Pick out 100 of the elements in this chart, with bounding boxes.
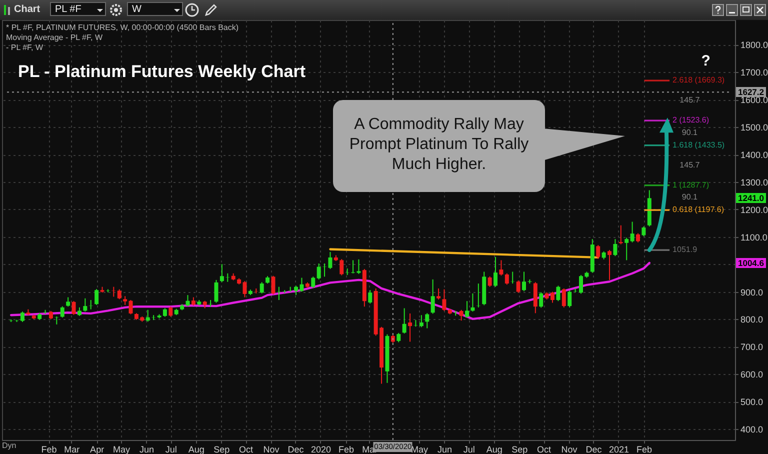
y-tick-label: 600.0 [740,370,764,380]
x-tick-label: Oct [537,444,552,454]
candlestick [504,272,509,286]
ref-line-label: 1627.2 [736,87,766,98]
candlestick [630,221,634,243]
candlestick [72,300,76,316]
y-tick-label: 500.0 [740,397,764,408]
annotation: Moving Average - PL #F, W [6,33,102,42]
y-tick-label: 1600.0 [740,95,768,106]
candlestick [60,306,64,318]
candlestick [494,256,498,288]
candlestick [94,288,99,306]
candlestick [402,308,406,334]
x-tick-label: Sep [512,444,528,454]
x-tick-label: Sep [214,444,230,454]
text: PL - Platinum Futures Weekly Chart [18,62,306,82]
x-tick-label: Mar [64,444,80,454]
candlestick [642,226,646,237]
candlestick [112,286,116,298]
candlestick [613,238,618,257]
candlestick [316,262,321,280]
candlestick [442,288,446,312]
candlestick [186,294,190,307]
x-tick-label: Jul [165,444,177,454]
y-tick-label: 900.0 [740,287,764,298]
text: Chart [14,4,40,15]
candlestick [436,288,441,300]
y-tick-label: 1700.0 [740,68,768,78]
x-tick-label: Aug [188,444,204,454]
candlestick [214,279,218,304]
x-tick-label: 2021 [608,444,629,454]
candlestick [408,312,412,342]
ref-line-label: 2.618 (1669.3) [672,76,725,85]
y-tick-label: 1200.0 [740,204,768,215]
y-tick-label: 1800.0 [740,40,768,50]
candlestick [636,232,640,243]
x-tick-label: Jun [437,444,452,454]
candlestick [430,278,435,314]
text: W [127,2,183,16]
candlestick [596,244,600,260]
candlestick [419,314,424,328]
x-tick-label: Dec [586,444,602,454]
annotation: 145.7 [680,160,700,170]
candlestick [624,237,629,261]
x-tick-label: Jun [139,444,154,454]
annotation: 90.1 [682,128,698,137]
text: 1004.6 [736,258,766,268]
candlestick [465,300,470,318]
candlestick [271,275,276,296]
line-series [10,262,650,320]
candlestick [608,250,612,280]
candlestick [539,292,544,308]
annotation: * PL #F, PLATINUM FUTURES, W, 00:00-00:00 (4500 Bars Back) [6,23,239,32]
candlestick [66,296,70,308]
x-tick-label: 2020 [310,444,331,454]
candlestick [470,292,475,312]
ref-line-label: 1 (1287.7) [672,180,710,190]
annotation: A Commodity Rally May Prompt Platinum To Rally Much Higher. [333,100,545,192]
x-tick-label: Feb [636,444,652,454]
ref-line-label: 0.618 (1197.6) [672,205,724,214]
candlestick [556,285,560,302]
ref-line-label: 1.618 (1433.5) [672,140,725,150]
candlestick [499,260,504,276]
y-tick-label: 1400.0 [740,150,768,160]
y-tick-label: 400.0 [740,424,764,435]
candlestick [340,258,344,276]
candlestick [368,290,372,304]
x-tick-label: Oct [239,444,254,454]
annotation: 145.7 [680,96,700,105]
candlestick [488,276,492,288]
y-tick-label: 1500.0 [740,122,768,133]
x-tick-label: Nov [263,444,280,454]
candlestick [568,290,572,308]
candlestick [311,276,316,288]
x-tick-label: Feb [41,444,57,454]
x-tick-label: Aug [486,444,502,454]
y-tick-label: 700.0 [740,342,764,352]
x-tick-label: Nov [561,444,578,454]
text: Dyn [2,441,16,450]
candlestick [260,282,264,294]
candlestick [396,332,401,343]
x-tick-label: May [112,444,130,454]
y-tick-label: 1300.0 [740,177,768,188]
x-tick-label: Dec [288,444,304,454]
ref-line-label: 2 (1523.6) [672,116,710,125]
x-tick-label: Apr [90,444,104,454]
annotation: ? [701,52,710,70]
candlestick [83,298,88,312]
y-tick-label: 1100.0 [740,232,768,242]
candlestick [117,288,122,300]
ref-line-label: 1051.9 [672,245,698,254]
x-tick-label: Jul [463,444,475,454]
text: PL #F [50,2,106,16]
text: 1241.0 [738,193,764,204]
candlestick [459,309,464,322]
y-tick-label: 800.0 [740,314,764,325]
candlestick [562,288,566,308]
x-tick-label: Feb [338,444,354,454]
annotation: 90.1 [682,192,698,202]
candlestick [425,312,430,329]
